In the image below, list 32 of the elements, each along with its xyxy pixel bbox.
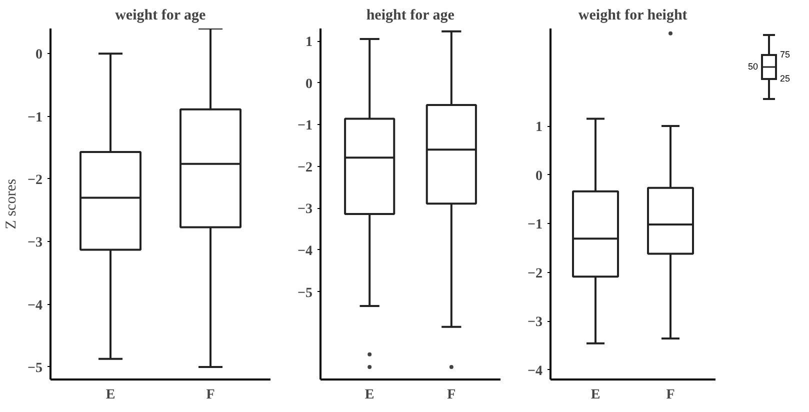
y-tick-label: −4 [528, 364, 543, 379]
y-tick-label: 0 [36, 48, 42, 63]
chart-title: weight for age [115, 8, 206, 24]
y-tick-label: −2 [28, 172, 43, 188]
y-tick-label: −1 [28, 110, 43, 126]
y-tick-label: −5 [28, 360, 43, 376]
y-tick-label: −3 [298, 202, 313, 218]
x-tick-label: F [447, 388, 456, 402]
y-tick-label: −1 [528, 218, 543, 232]
y-tick-label: −3 [528, 315, 543, 330]
y-tick-label: 0 [306, 76, 312, 92]
x-tick-label: E [106, 388, 116, 402]
y-tick-label: −4 [28, 298, 43, 314]
text: 75 [780, 49, 790, 60]
y-tick-label: −2 [298, 160, 313, 176]
y-tick-label: −2 [528, 266, 543, 282]
chart-title: weight for height [578, 8, 688, 24]
y-tick-label: 1 [536, 120, 542, 135]
y-tick-label: −5 [298, 286, 313, 301]
x-tick-label: F [666, 388, 675, 402]
y-tick-label: 0 [536, 168, 542, 184]
text: 50 [748, 61, 758, 72]
x-tick-label: E [364, 388, 374, 402]
x-tick-label: F [206, 388, 215, 402]
chart-title: height for age [366, 8, 455, 24]
y-tick-label: 1 [306, 35, 312, 50]
text: 25 [780, 73, 790, 84]
y-tick-label: −4 [298, 244, 313, 259]
y-tick-label: −1 [298, 118, 313, 134]
y-tick-label: −3 [28, 236, 43, 251]
y-axis-title: Z scores [4, 178, 20, 230]
x-tick-label: E [590, 388, 600, 402]
